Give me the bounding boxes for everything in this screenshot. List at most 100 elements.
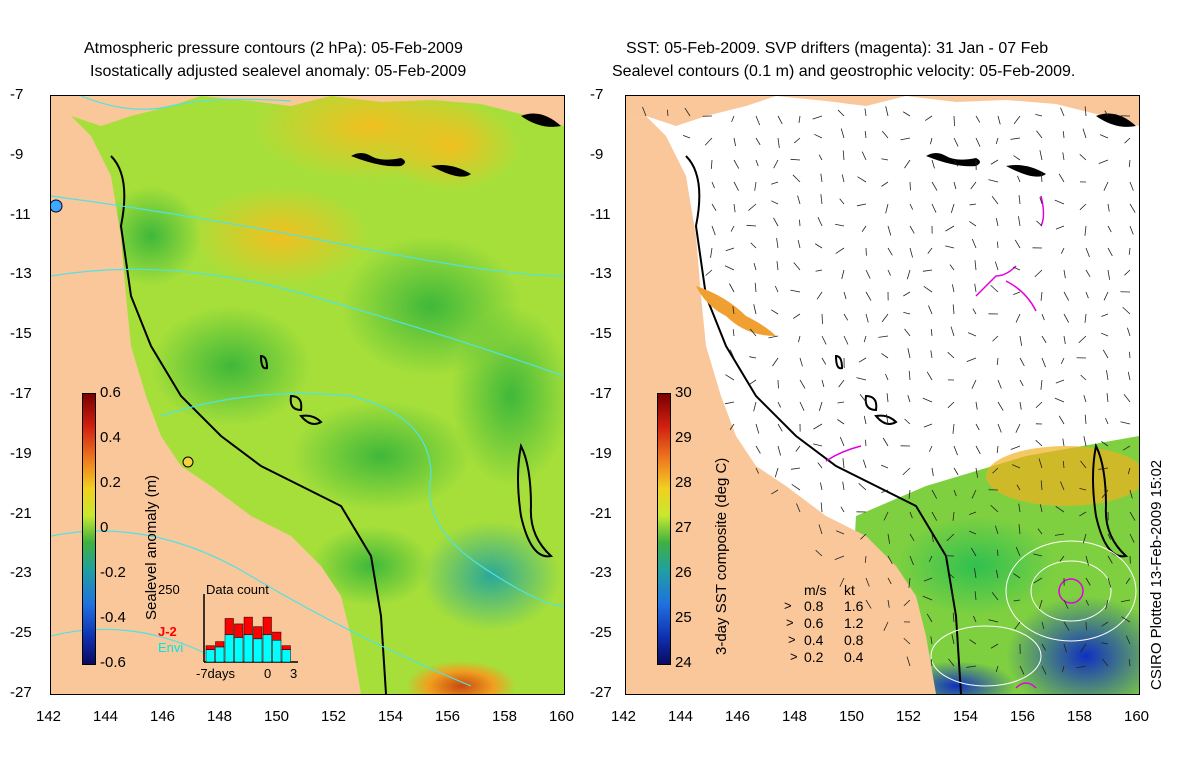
- lon-tick-label: 160: [549, 708, 575, 725]
- velocity-arrow: [991, 592, 999, 601]
- velocity-arrow: [843, 291, 847, 300]
- velocity-arrow: [887, 599, 890, 608]
- velocity-arrow: [1062, 438, 1065, 447]
- velocity-arrow: [930, 329, 933, 337]
- velocity-arrow: [1124, 137, 1131, 144]
- velocity-arrow: [997, 423, 1002, 433]
- inset-x-zero: 0: [264, 666, 272, 681]
- velocity-arrow: [951, 284, 955, 293]
- speed-legend-ms: 0.4: [804, 632, 824, 648]
- velocity-arrow: [997, 241, 999, 249]
- velocity-arrow: [731, 115, 735, 123]
- velocity-arrow: [974, 591, 977, 601]
- inset-bar-chart: [203, 594, 298, 663]
- velocity-arrow: [729, 349, 735, 359]
- velocity-arrow: [790, 289, 801, 293]
- velocity-arrow: [839, 436, 845, 447]
- velocity-arrow: [837, 109, 845, 117]
- velocity-arrow: [755, 467, 759, 474]
- drifter-track: [975, 265, 1017, 297]
- velocity-arrow: [1034, 269, 1043, 278]
- velocity-arrow: [1085, 269, 1091, 277]
- velocity-arrow: [1127, 327, 1131, 337]
- velocity-arrow: [1013, 266, 1021, 271]
- lon-tick-label: 142: [611, 708, 637, 725]
- velocity-arrow: [930, 659, 933, 667]
- velocity-arrow: [841, 174, 845, 183]
- velocity-arrow: [1019, 401, 1022, 410]
- velocity-arrow: [988, 619, 999, 623]
- tide-gauge-marker: [51, 199, 63, 213]
- inset-bar-envi: [253, 638, 263, 663]
- speed-legend-ms-header: m/s: [804, 582, 827, 598]
- velocity-arrow: [1125, 577, 1131, 585]
- velocity-arrow: [797, 239, 801, 249]
- land-png: [51, 96, 564, 126]
- velocity-arrow: [930, 636, 933, 645]
- velocity-arrow: [1062, 131, 1065, 139]
- velocity-arrow: [711, 181, 715, 189]
- velocity-arrow: [798, 335, 801, 343]
- velocity-arrow: [1035, 113, 1043, 117]
- island: [351, 153, 405, 167]
- velocity-arrow: [1099, 134, 1109, 139]
- velocity-arrow: [1041, 665, 1047, 675]
- island-cluster: [259, 354, 323, 425]
- velocity-arrow: [995, 217, 999, 227]
- sealevel-contour: [1030, 560, 1112, 622]
- velocity-arrow: [953, 445, 958, 456]
- colorbar-tick-label: -0.6: [100, 654, 126, 671]
- velocity-arrow: [950, 203, 955, 214]
- velocity-arrow: [799, 379, 806, 389]
- velocity-arrow: [994, 525, 999, 535]
- velocity-arrow: [865, 291, 872, 301]
- velocity-arrow: [724, 265, 735, 271]
- velocity-arrow: [642, 106, 647, 117]
- island: [1006, 165, 1046, 177]
- velocity-arrow: [969, 639, 977, 645]
- velocity-arrow: [1078, 335, 1087, 344]
- velocity-arrow: [817, 216, 823, 227]
- velocity-arrow: [771, 200, 779, 205]
- velocity-arrow: [996, 357, 999, 366]
- velocity-arrow: [1013, 573, 1021, 579]
- velocity-arrow: [1085, 577, 1091, 586]
- velocity-arrow: [856, 203, 867, 207]
- velocity-arrow: [817, 462, 823, 469]
- velocity-arrow: [994, 261, 999, 271]
- velocity-arrow: [1041, 643, 1047, 651]
- velocity-arrow: [753, 401, 757, 412]
- velocity-arrow: [777, 423, 783, 432]
- velocity-arrow: [858, 482, 867, 491]
- colorbar-tick-label: 25: [675, 609, 692, 626]
- velocity-arrow: [952, 612, 955, 623]
- lon-tick-label: 146: [725, 708, 751, 725]
- velocity-arrow: [1019, 379, 1024, 387]
- velocity-arrow: [1084, 106, 1087, 117]
- velocity-arrow: [777, 445, 781, 456]
- velocity-arrow: [725, 247, 735, 252]
- velocity-arrow: [1015, 546, 1021, 557]
- velocity-arrow: [990, 643, 999, 649]
- velocity-arrow: [755, 159, 759, 167]
- inset-bar-envi: [243, 634, 253, 663]
- speed-legend-arrow: >: [790, 649, 798, 664]
- velocity-arrow: [819, 482, 823, 491]
- velocity-arrow: [953, 115, 955, 126]
- velocity-arrow: [820, 173, 823, 183]
- velocity-arrow: [1128, 159, 1131, 168]
- velocity-arrow: [1127, 371, 1131, 381]
- velocity-arrow: [836, 530, 845, 535]
- velocity-arrow: [748, 203, 757, 211]
- drifter-track: [825, 445, 862, 462]
- lat-tick-label: -17: [590, 385, 612, 402]
- velocity-arrow: [684, 107, 691, 117]
- velocity-arrow: [1101, 441, 1109, 447]
- velocity-arrow: [1055, 506, 1065, 513]
- sealevel-contour: [1005, 540, 1137, 642]
- velocity-arrow: [1062, 665, 1065, 673]
- velocity-arrow: [909, 555, 914, 566]
- velocity-arrow: [1019, 665, 1025, 675]
- velocity-arrow: [887, 555, 893, 565]
- velocity-arrow: [682, 135, 691, 139]
